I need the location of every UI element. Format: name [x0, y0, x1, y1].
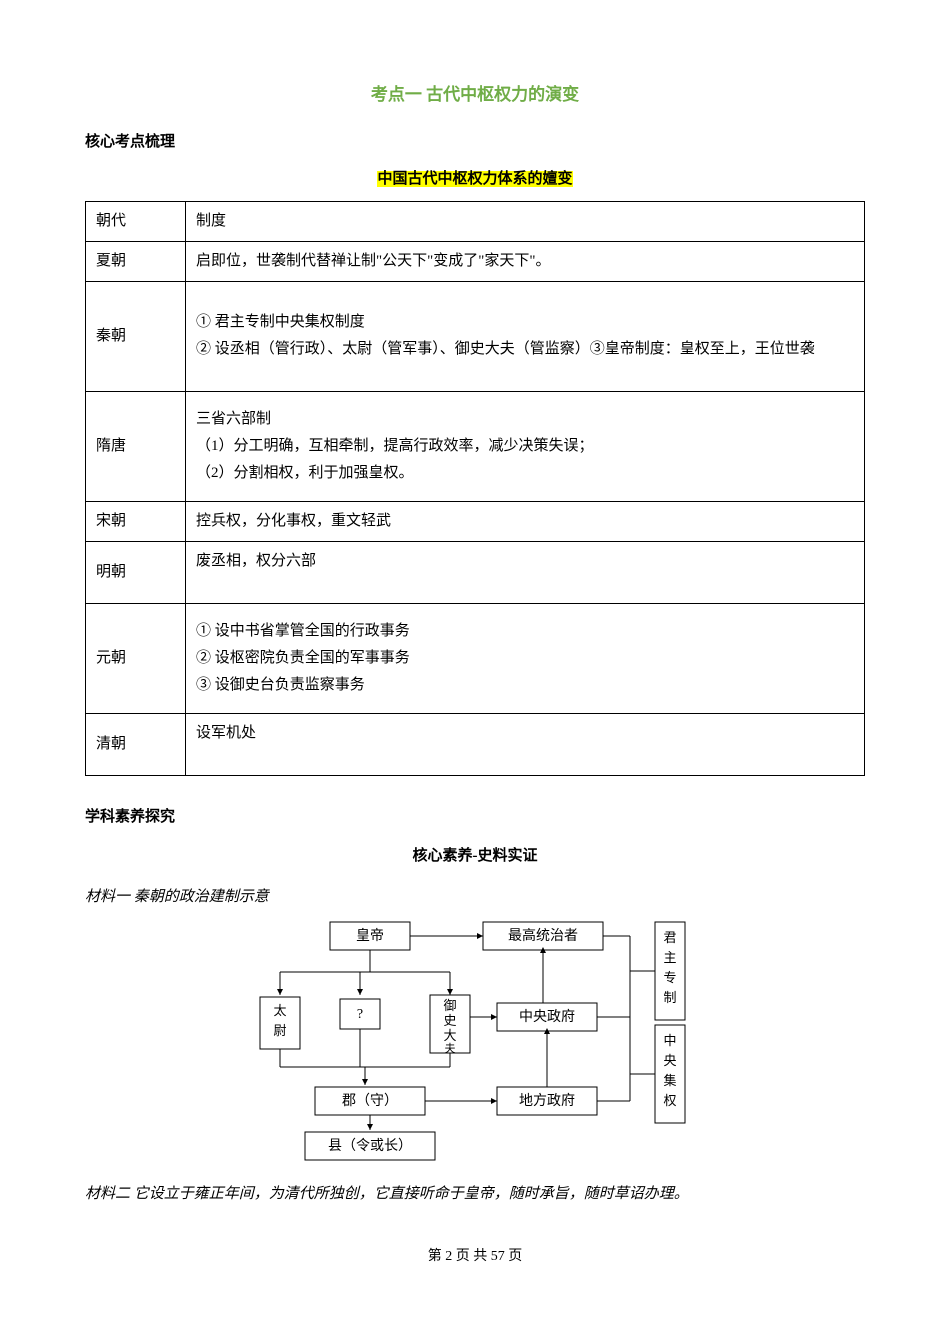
material-1-label: 材料一 秦朝的政治建制示意: [85, 884, 865, 911]
subtitle-highlighted: 中国古代中枢权力体系的嬗变: [85, 166, 865, 193]
page-footer: 第 2 页 共 57 页: [85, 1244, 865, 1269]
table-cell: ① 君主专制中央集权制度② 设丞相（管行政）、太尉（管军事）、御史大夫（管监察）…: [186, 281, 865, 391]
table-header: 制度: [186, 201, 865, 241]
section-heading: 核心考点梳理: [85, 129, 865, 156]
table-cell: 明朝: [86, 541, 186, 603]
table-cell: 启即位，世袭制代替禅让制"公天下"变成了"家天下"。: [186, 241, 865, 281]
svg-text:央: 央: [663, 1053, 676, 1068]
qin-structure-diagram: 皇帝 最高统治者 君 主 专 制 太 尉 ? 御 史 大 夫 中央政府 中 央 …: [85, 917, 865, 1167]
node-question: ?: [357, 1007, 363, 1022]
svg-text:集: 集: [663, 1073, 676, 1088]
table-cell: 宋朝: [86, 501, 186, 541]
svg-text:制: 制: [663, 990, 676, 1005]
node-yushi: 御: [443, 998, 456, 1013]
svg-text:权: 权: [663, 1093, 676, 1108]
node-central-gov: 中央政府: [519, 1009, 575, 1025]
node-emperor: 皇帝: [356, 928, 384, 944]
table-cell: 元朝: [86, 603, 186, 713]
table-cell: 废丞相，权分六部: [186, 541, 865, 603]
table-header: 朝代: [86, 201, 186, 241]
node-taiwei: 太: [273, 1003, 286, 1018]
svg-text:主: 主: [663, 950, 676, 965]
material-2-text: 材料二 它设立于雍正年间，为清代所独创，它直接听命于皇帝，随时承旨，随时草诏办理…: [85, 1181, 865, 1208]
dynasty-table: 朝代 制度 夏朝 启即位，世袭制代替禅让制"公天下"变成了"家天下"。 秦朝 ①…: [85, 201, 865, 776]
core-literacy-title: 核心素养-史料实证: [85, 843, 865, 870]
section-heading-2: 学科素养探究: [85, 804, 865, 831]
v-label-2a: 中: [663, 1033, 676, 1048]
table-cell: 设军机处: [186, 713, 865, 775]
node-local-gov: 地方政府: [519, 1093, 575, 1109]
svg-text:尉: 尉: [273, 1023, 286, 1038]
node-xian: 县（令或长）: [328, 1138, 412, 1154]
table-cell: 清朝: [86, 713, 186, 775]
node-top-ruler: 最高统治者: [508, 927, 578, 944]
table-cell: 秦朝: [86, 281, 186, 391]
svg-text:史: 史: [443, 1013, 456, 1028]
table-cell: 三省六部制（1）分工明确，互相牵制，提高行政效率，减少决策失误；（2）分割相权，…: [186, 391, 865, 501]
table-cell: 夏朝: [86, 241, 186, 281]
table-cell: 控兵权，分化事权，重文轻武: [186, 501, 865, 541]
table-cell: ① 设中书省掌管全国的行政事务② 设枢密院负责全国的军事事务③ 设御史台负责监察…: [186, 603, 865, 713]
v-label-1a: 君: [663, 930, 676, 945]
table-cell: 隋唐: [86, 391, 186, 501]
node-jun: 郡（守）: [342, 1093, 398, 1109]
svg-text:大: 大: [443, 1028, 456, 1043]
page-title: 考点一 古代中枢权力的演变: [85, 80, 865, 111]
svg-text:专: 专: [663, 970, 676, 985]
